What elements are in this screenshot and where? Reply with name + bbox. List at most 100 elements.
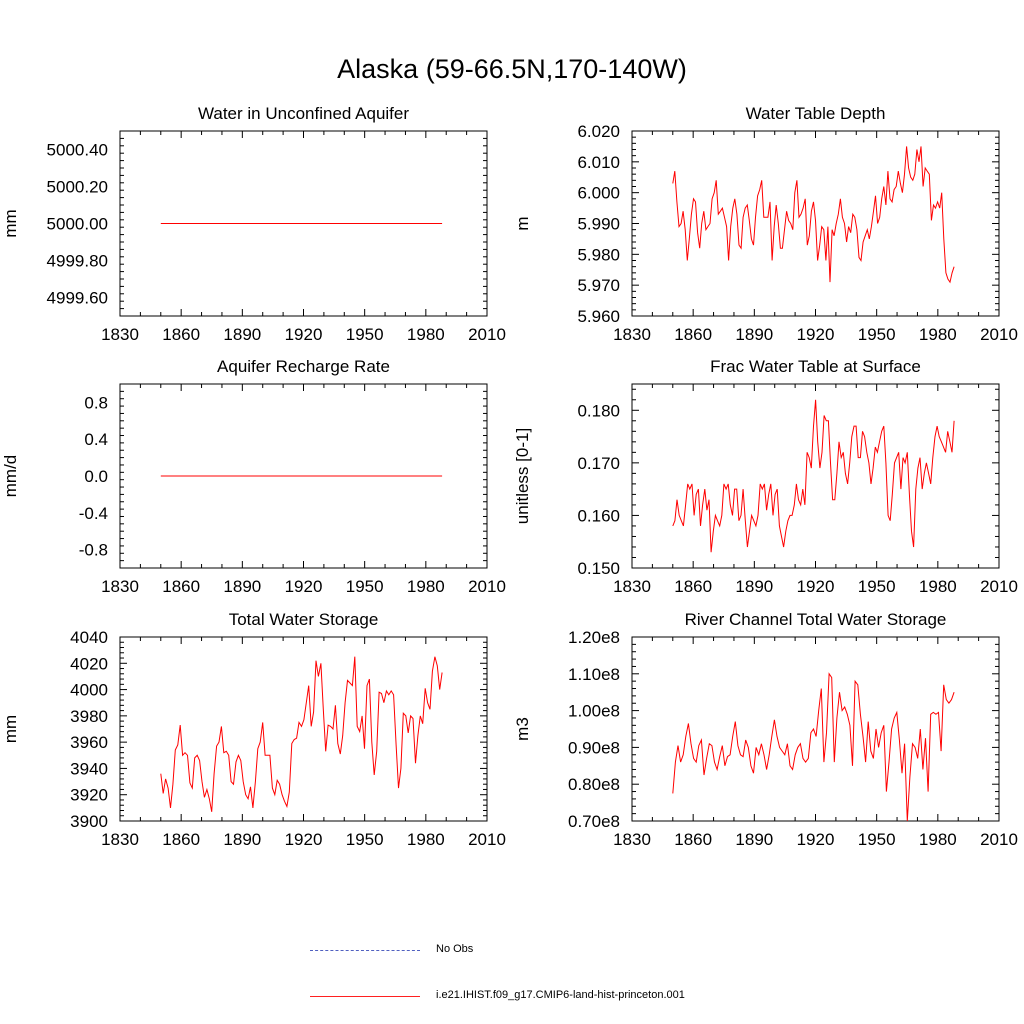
x-tick-label: 1950 xyxy=(858,830,896,849)
y-tick-label: -0.4 xyxy=(79,504,108,523)
x-tick-label: 1950 xyxy=(346,830,384,849)
y-axis-label: mm xyxy=(1,209,20,237)
series-line xyxy=(672,399,955,553)
chart-title: Water Table Depth xyxy=(746,104,886,123)
x-tick-label: 1860 xyxy=(162,325,200,344)
x-tick-label: 1980 xyxy=(407,577,445,596)
x-tick-label: 1830 xyxy=(101,325,139,344)
y-tick-label: 0.160 xyxy=(577,506,620,525)
y-axis-label: mm xyxy=(1,715,20,743)
chart-panel-1: Water in Unconfined Aquifer mm 1830 1860 189… xyxy=(1,104,506,344)
legend-obs-label: No Obs xyxy=(436,943,474,955)
y-tick-label: 4020 xyxy=(70,654,108,673)
x-tick-label: 1890 xyxy=(735,577,773,596)
x-tick-label: 1920 xyxy=(285,830,323,849)
y-tick-label: 0.0 xyxy=(84,467,108,486)
y-axis-label: m xyxy=(513,216,532,230)
x-tick-label: 1890 xyxy=(223,830,261,849)
x-tick-label: 1920 xyxy=(797,830,835,849)
chart-panel-6: River Channel Total Water Storage m3 1830 1… xyxy=(513,610,1018,849)
x-tick-label: 1980 xyxy=(407,325,445,344)
y-tick-label: 0.180 xyxy=(577,401,620,420)
x-tick-label: 1830 xyxy=(613,830,651,849)
y-tick-label: 3920 xyxy=(70,786,108,805)
y-tick-label: 0.8 xyxy=(84,393,108,412)
y-tick-label: 5000.20 xyxy=(47,178,108,197)
x-tick-label: 1830 xyxy=(613,325,651,344)
legend-model-swatch xyxy=(310,996,420,997)
plot-frame xyxy=(119,636,488,822)
x-tick-label: 2010 xyxy=(980,577,1018,596)
x-tick-label: 1860 xyxy=(162,577,200,596)
y-tick-label: 1.00e8 xyxy=(568,702,620,721)
y-tick-label: 0.4 xyxy=(84,430,108,449)
y-axis-label: mm/d xyxy=(1,455,20,498)
x-tick-label: 2010 xyxy=(980,325,1018,344)
chart-title: Aquifer Recharge Rate xyxy=(217,357,390,376)
x-tick-label: 1860 xyxy=(674,325,712,344)
x-tick-label: 1920 xyxy=(797,577,835,596)
x-tick-label: 2010 xyxy=(980,830,1018,849)
y-tick-label: 6.000 xyxy=(577,184,620,203)
x-tick-label: 1950 xyxy=(858,577,896,596)
x-tick-label: 1860 xyxy=(674,577,712,596)
y-tick-label: 5.990 xyxy=(577,215,620,234)
page-title: Alaska (59-66.5N,170-140W) xyxy=(337,54,687,84)
y-tick-label: 3980 xyxy=(70,707,108,726)
x-tick-label: 1830 xyxy=(101,830,139,849)
y-tick-label: 5.970 xyxy=(577,276,620,295)
x-tick-label: 1860 xyxy=(674,830,712,849)
series-line xyxy=(672,146,955,284)
x-tick-label: 1920 xyxy=(285,325,323,344)
x-tick-label: 2010 xyxy=(468,325,506,344)
x-tick-label: 1920 xyxy=(285,577,323,596)
x-tick-label: 2010 xyxy=(468,577,506,596)
y-tick-label: 5000.40 xyxy=(47,141,108,160)
y-tick-label: 0.80e8 xyxy=(568,775,620,794)
y-tick-label: 4040 xyxy=(70,628,108,647)
x-tick-label: 1980 xyxy=(919,325,957,344)
series-line xyxy=(160,656,443,812)
x-tick-label: 1950 xyxy=(346,577,384,596)
x-tick-label: 1980 xyxy=(919,577,957,596)
y-tick-label: 5.980 xyxy=(577,245,620,264)
x-tick-label: 1890 xyxy=(735,325,773,344)
y-tick-label: 3900 xyxy=(70,812,108,831)
y-axis-label: m3 xyxy=(513,717,532,741)
x-tick-label: 1980 xyxy=(919,830,957,849)
y-tick-label: 3940 xyxy=(70,759,108,778)
y-tick-label: 5000.00 xyxy=(47,215,108,234)
x-tick-label: 1980 xyxy=(407,830,445,849)
y-tick-label: 0.170 xyxy=(577,454,620,473)
series-line xyxy=(672,672,955,822)
x-tick-label: 2010 xyxy=(468,830,506,849)
x-tick-label: 1860 xyxy=(162,830,200,849)
y-tick-label: 4999.80 xyxy=(47,252,108,271)
y-tick-label: 3960 xyxy=(70,733,108,752)
x-tick-label: 1830 xyxy=(613,577,651,596)
chart-panel-4: Frac Water Table at Surface unitless [0-1… xyxy=(513,357,1018,596)
x-tick-label: 1890 xyxy=(735,830,773,849)
y-axis-label: unitless [0-1] xyxy=(513,428,532,524)
x-tick-label: 1890 xyxy=(223,325,261,344)
y-tick-label: -0.8 xyxy=(79,541,108,560)
x-tick-label: 1950 xyxy=(858,325,896,344)
y-tick-label: 1.10e8 xyxy=(568,665,620,684)
x-tick-label: 1830 xyxy=(101,577,139,596)
y-tick-label: 5.960 xyxy=(577,307,620,326)
plot-frame xyxy=(631,383,1000,569)
y-tick-label: 6.010 xyxy=(577,153,620,172)
chart-panel-2: Water Table Depth m 1830 1860 1890 1920 1950 19… xyxy=(513,104,1018,344)
y-tick-label: 4000 xyxy=(70,681,108,700)
legend-obs-swatch xyxy=(310,950,420,951)
chart-panel-3: Aquifer Recharge Rate mm/d 1830 1860 1890 192… xyxy=(1,357,506,596)
chart-title: Frac Water Table at Surface xyxy=(710,357,921,376)
x-tick-label: 1950 xyxy=(346,325,384,344)
chart-panel-5: Total Water Storage mm 1830 1860 1890 1920 195… xyxy=(1,610,506,849)
y-tick-label: 0.70e8 xyxy=(568,812,620,831)
y-tick-label: 0.90e8 xyxy=(568,738,620,757)
x-tick-label: 1890 xyxy=(223,577,261,596)
chart-title: River Channel Total Water Storage xyxy=(685,610,947,629)
y-tick-label: 1.20e8 xyxy=(568,628,620,647)
